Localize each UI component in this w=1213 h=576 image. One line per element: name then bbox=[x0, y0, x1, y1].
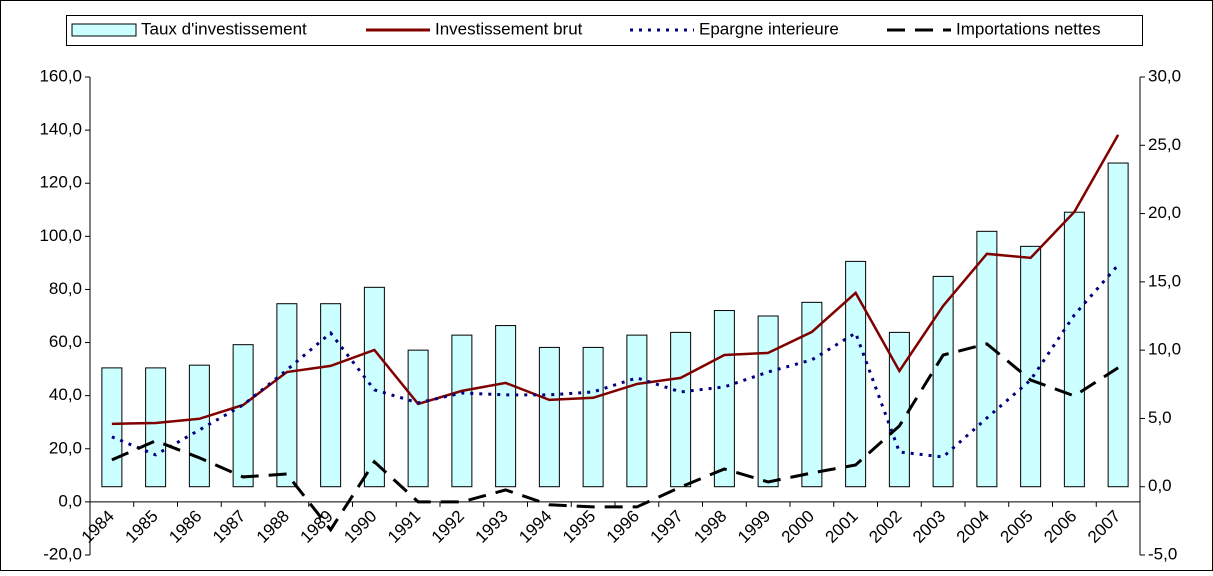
y-tick-label: 60,0 bbox=[49, 332, 82, 351]
line bbox=[111, 264, 1120, 459]
y-tick-label: 20,0 bbox=[49, 438, 82, 457]
bar bbox=[670, 331, 692, 488]
bar bbox=[582, 346, 604, 488]
bar bbox=[363, 286, 385, 488]
y2-tick-label: 5,0 bbox=[1148, 408, 1172, 427]
bar bbox=[888, 331, 910, 488]
bar bbox=[1063, 211, 1085, 488]
bar bbox=[101, 367, 123, 488]
legend-label: Taux d'investissement bbox=[141, 19, 307, 38]
bar bbox=[626, 334, 648, 488]
bar bbox=[1020, 245, 1042, 488]
bar bbox=[538, 346, 560, 488]
bar bbox=[713, 310, 735, 488]
y2-tick-label: 20,0 bbox=[1148, 203, 1181, 222]
y-tick-label: -20,0 bbox=[43, 544, 82, 563]
y-tick-label: 120,0 bbox=[39, 173, 82, 192]
y2-tick-label: 25,0 bbox=[1148, 135, 1181, 154]
y-tick-label: 0,0 bbox=[58, 491, 82, 510]
bar bbox=[801, 301, 823, 488]
bar bbox=[407, 349, 429, 488]
bar bbox=[932, 275, 954, 488]
y-tick-label: 160,0 bbox=[39, 66, 82, 85]
legend-swatch bbox=[71, 23, 137, 37]
y-tick-label: 100,0 bbox=[39, 226, 82, 245]
bar bbox=[1107, 162, 1129, 488]
y2-tick-label: 0,0 bbox=[1148, 476, 1172, 495]
y-tick-label: 40,0 bbox=[49, 385, 82, 404]
bar bbox=[451, 334, 473, 488]
bar bbox=[845, 260, 867, 488]
y2-tick-label: 30,0 bbox=[1148, 66, 1181, 85]
y2-tick-label: 10,0 bbox=[1148, 340, 1181, 359]
legend-label: Investissement brut bbox=[435, 19, 583, 38]
bar bbox=[276, 303, 298, 488]
bar bbox=[976, 230, 998, 488]
bar bbox=[320, 303, 342, 488]
y2-tick-label: -5,0 bbox=[1148, 544, 1177, 563]
legend-label: Importations nettes bbox=[956, 19, 1101, 38]
line bbox=[111, 342, 1119, 533]
bar bbox=[232, 344, 254, 488]
bar bbox=[145, 367, 167, 488]
line bbox=[111, 134, 1120, 426]
bar bbox=[757, 315, 779, 488]
legend-label: Epargne interieure bbox=[699, 19, 839, 38]
y-tick-label: 140,0 bbox=[39, 120, 82, 139]
y-tick-label: 80,0 bbox=[49, 279, 82, 298]
bar bbox=[188, 364, 210, 488]
bar bbox=[495, 325, 517, 488]
legend bbox=[66, 15, 1143, 46]
y2-tick-label: 15,0 bbox=[1148, 271, 1181, 290]
